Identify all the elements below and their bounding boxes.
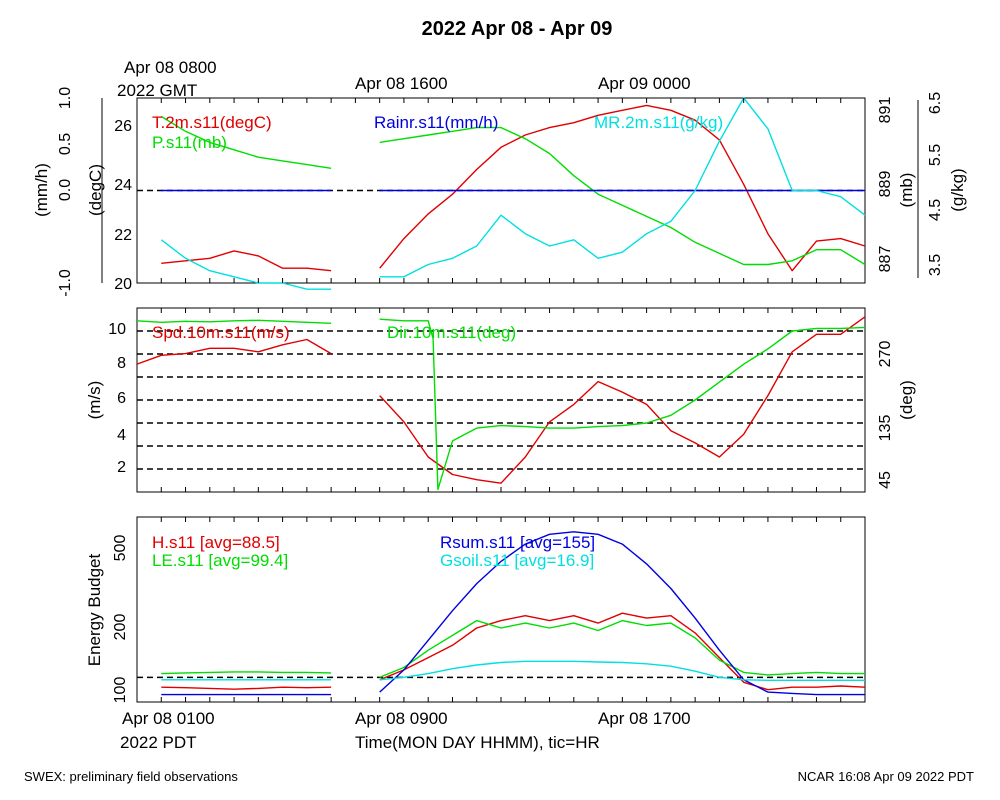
dir-tick-270: 270 (877, 341, 894, 368)
top-series-0-segment-1 (379, 104, 866, 272)
pressure-tick-889: 889 (877, 171, 894, 198)
mr-tick-6-5: 6.5 (927, 92, 944, 114)
speed-tick-2: 2 (117, 459, 126, 476)
legend-sensible-heat: H.s11 [avg=88.5] (152, 533, 280, 552)
legend-radiation-sum: Rsum.s11 [avg=155] (440, 533, 595, 552)
bottom-series-1-segment-1 (379, 619, 865, 678)
x-axis-label: Time(MON DAY HHMM), tic=HR (355, 733, 600, 752)
dir-axis-label: (deg) (897, 380, 916, 420)
legend-temperature: T.2m.s11(degC) (152, 113, 272, 132)
bottom-label-apr08-0900: Apr 08 0900 (355, 709, 448, 728)
top-series-0-segment-0 (161, 250, 332, 272)
rain-tick-0: 0.0 (57, 179, 74, 201)
bottom-panel-series (161, 531, 866, 696)
x-axis-hour-ticks (136, 98, 866, 702)
temp-axis-label: (degC) (86, 164, 105, 216)
pressure-tick-887: 887 (877, 246, 894, 273)
bottom-series-0-segment-0 (161, 686, 332, 690)
middle-panel-reference-lines (137, 330, 865, 470)
speed-tick-4: 4 (117, 427, 126, 444)
legend-pressure: P.s11(mb) (152, 133, 227, 152)
temp-tick-20: 20 (114, 276, 132, 293)
bottom-label-apr08-1700: Apr 08 1700 (598, 709, 691, 728)
energy-tick-100: 100 (112, 677, 129, 704)
top-series-3-segment-1 (379, 97, 866, 278)
footer-timestamp: NCAR 16:08 Apr 09 2022 PDT (798, 769, 974, 784)
pressure-tick-891: 891 (877, 97, 894, 124)
rain-tick-1: 1.0 (57, 87, 74, 109)
speed-tick-10: 10 (108, 321, 126, 338)
bottom-label-pdt-year: 2022 PDT (120, 733, 197, 752)
bottom-series-2-segment-1 (379, 531, 865, 696)
legend-mixing-ratio: MR.2m.s11(g/kg) (594, 113, 723, 132)
energy-axis-label: Energy Budget (85, 553, 104, 666)
legend-soil-heat-flux: Gsoil.s11 [avg=16.9] (440, 551, 594, 570)
energy-tick-500: 500 (112, 535, 129, 562)
top-label-gmt-year: 2022 GMT (117, 81, 197, 100)
rain-tick-0-5: 0.5 (57, 133, 74, 155)
dir-tick-45: 45 (877, 471, 894, 489)
dir-tick-135: 135 (877, 415, 894, 442)
mr-tick-4-5: 4.5 (927, 199, 944, 221)
legend-rain-rate: Rainr.s11(mm/h) (374, 113, 498, 132)
top-label-apr08-1600: Apr 08 1600 (355, 74, 448, 93)
bottom-label-apr08-0100: Apr 08 0100 (122, 709, 215, 728)
bottom-series-1-segment-0 (161, 671, 332, 675)
top-label-gmt-time: Apr 08 0800 (124, 58, 217, 77)
pressure-axis-label: (mb) (897, 173, 916, 208)
footer-source: SWEX: preliminary field observations (24, 769, 238, 784)
energy-tick-200: 200 (112, 614, 129, 641)
mr-tick-3-5: 3.5 (927, 254, 944, 276)
middle-series-0-segment-1 (379, 316, 866, 484)
temp-tick-24: 24 (114, 177, 132, 194)
top-panel-series (160, 97, 866, 290)
middle-panel-series (136, 316, 866, 491)
rain-tick-neg1: -1.0 (57, 269, 74, 297)
bottom-series-0-segment-1 (379, 612, 866, 691)
temp-tick-22: 22 (114, 227, 132, 244)
legend-latent-heat: LE.s11 [avg=99.4] (152, 551, 288, 570)
temp-tick-26: 26 (114, 118, 132, 135)
top-series-1-segment-1 (379, 126, 866, 266)
middle-series-1-segment-1 (379, 318, 866, 491)
top-series-1-segment-0 (160, 115, 332, 169)
figure-title: 2022 Apr 08 - Apr 09 (422, 18, 613, 40)
mr-tick-5-5: 5.5 (927, 144, 944, 166)
rain-axis-label: (mm/h) (32, 163, 51, 217)
mixing-ratio-axis-label: (g/kg) (948, 168, 967, 211)
speed-axis-label: (m/s) (85, 381, 104, 420)
legend-wind-speed: Spd.10m.s11(m/s) (152, 323, 290, 342)
middle-series-1-segment-0 (136, 319, 332, 324)
speed-tick-6: 6 (117, 390, 126, 407)
top-label-apr09-0000: Apr 09 0000 (598, 74, 691, 93)
middle-series-0-segment-0 (136, 338, 332, 365)
legend-wind-direction: Dir.10m.s11(deg) (387, 323, 516, 342)
speed-tick-8: 8 (117, 355, 126, 372)
top-series-3-segment-0 (160, 239, 332, 290)
bottom-series-3-segment-1 (379, 660, 865, 681)
